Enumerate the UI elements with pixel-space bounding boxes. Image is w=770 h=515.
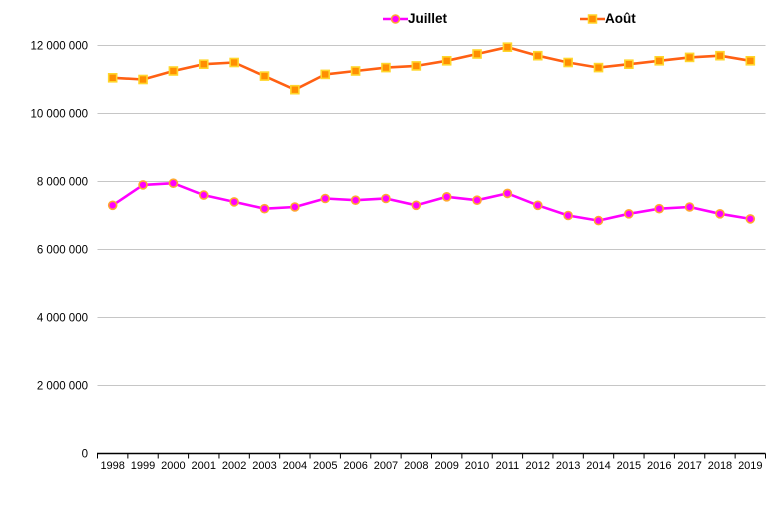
data-point-marker bbox=[472, 49, 482, 59]
data-point-marker bbox=[411, 61, 422, 71]
x-axis-tick-label: 2002 bbox=[222, 460, 246, 472]
data-point-marker bbox=[320, 193, 331, 204]
data-point-marker bbox=[381, 62, 391, 73]
x-axis-tick-label: 2010 bbox=[465, 460, 489, 472]
data-point-marker bbox=[107, 73, 118, 83]
data-point-marker bbox=[715, 209, 725, 219]
data-point-marker bbox=[350, 195, 361, 205]
series-line-juillet bbox=[111, 181, 752, 222]
data-point-marker bbox=[259, 203, 270, 214]
x-axis-tick-label: 1998 bbox=[100, 460, 124, 472]
y-axis-tick-label: 4 000 000 bbox=[37, 313, 88, 325]
x-axis-tick-label: 2009 bbox=[434, 460, 458, 472]
x-axis-tick-label: 2008 bbox=[404, 460, 428, 472]
x-axis-tick-label: 2001 bbox=[192, 460, 216, 472]
y-axis-tick-label: 0 bbox=[82, 449, 88, 461]
data-point-marker bbox=[593, 215, 604, 226]
data-point-marker bbox=[350, 66, 361, 76]
data-point-marker bbox=[138, 74, 148, 85]
data-point-marker bbox=[259, 71, 270, 81]
x-axis-tick-label: 2019 bbox=[738, 460, 762, 472]
x-axis-tick-label: 2012 bbox=[526, 460, 550, 472]
data-point-marker bbox=[411, 200, 422, 211]
data-point-marker bbox=[290, 84, 300, 95]
data-point-marker bbox=[168, 66, 179, 76]
data-point-marker bbox=[715, 50, 725, 61]
data-point-marker bbox=[229, 57, 239, 68]
legend-item-aout: Août bbox=[580, 11, 636, 27]
data-point-marker bbox=[229, 197, 239, 207]
data-point-marker bbox=[502, 42, 513, 53]
data-point-marker bbox=[441, 55, 452, 66]
x-axis-tick-label: 2003 bbox=[252, 460, 276, 472]
aout-square-marker-icon bbox=[580, 14, 605, 24]
y-axis-tick-label: 12 000 000 bbox=[30, 41, 88, 53]
y-axis-tick-label: 2 000 000 bbox=[37, 381, 88, 393]
x-axis-tick-label: 2015 bbox=[617, 460, 641, 472]
data-point-marker bbox=[563, 210, 573, 221]
data-point-marker bbox=[532, 50, 543, 61]
data-point-marker bbox=[168, 178, 179, 188]
data-point-marker bbox=[472, 195, 482, 205]
juillet-circle-marker-icon bbox=[383, 14, 408, 24]
x-axis-tick-label: 2013 bbox=[556, 460, 580, 472]
data-point-marker bbox=[654, 203, 665, 214]
x-axis-tick-label: 2006 bbox=[343, 460, 367, 472]
x-axis-tick-label: 2011 bbox=[496, 460, 520, 472]
legend-label-aout: Août bbox=[605, 11, 636, 26]
data-point-marker bbox=[745, 55, 756, 66]
data-point-marker bbox=[290, 202, 300, 212]
data-point-marker bbox=[138, 180, 148, 190]
data-point-marker bbox=[684, 202, 695, 212]
y-axis-tick-label: 10 000 000 bbox=[30, 109, 88, 121]
x-axis-tick-label: 2000 bbox=[161, 460, 185, 472]
x-axis-tick-label: 2005 bbox=[313, 460, 337, 472]
data-point-marker bbox=[745, 214, 756, 224]
y-axis-tick-label: 6 000 000 bbox=[37, 245, 88, 257]
data-point-marker bbox=[563, 57, 573, 68]
data-point-marker bbox=[684, 52, 695, 63]
data-point-marker bbox=[593, 62, 604, 73]
series-line-août bbox=[111, 45, 752, 91]
x-axis-tick-label: 2017 bbox=[677, 460, 701, 472]
data-point-marker bbox=[198, 190, 209, 200]
x-axis-tick-label: 2004 bbox=[283, 460, 307, 472]
data-point-marker bbox=[624, 59, 634, 70]
data-point-marker bbox=[381, 193, 391, 204]
legend-label-juillet: Juillet bbox=[408, 11, 448, 26]
x-axis-tick-label: 2016 bbox=[647, 460, 671, 472]
y-axis-tick-label: 8 000 000 bbox=[37, 177, 88, 189]
data-point-marker bbox=[198, 59, 209, 70]
x-axis-tick-label: 2018 bbox=[708, 460, 732, 472]
data-point-marker bbox=[624, 209, 634, 219]
data-point-marker bbox=[107, 200, 118, 211]
x-axis-tick-label: 2007 bbox=[374, 460, 398, 472]
x-axis-tick-label: 1999 bbox=[131, 460, 155, 472]
data-point-marker bbox=[441, 192, 452, 202]
legend-item-juillet: Juillet bbox=[383, 11, 447, 27]
data-point-marker bbox=[654, 55, 665, 66]
data-point-marker bbox=[502, 188, 513, 199]
chart-legend: Juillet Août bbox=[0, 0, 770, 30]
data-point-marker bbox=[320, 69, 331, 80]
x-axis-tick-label: 2014 bbox=[586, 460, 610, 472]
data-point-marker bbox=[532, 200, 543, 211]
